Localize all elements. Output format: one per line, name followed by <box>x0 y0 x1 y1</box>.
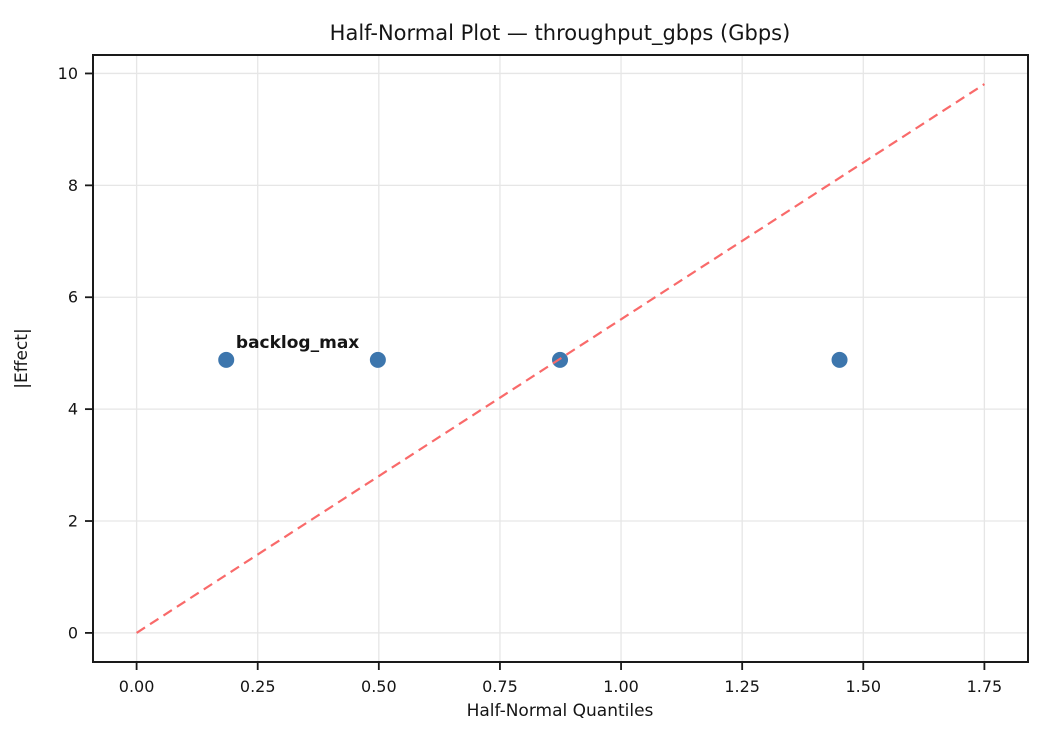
chart-title: Half-Normal Plot — throughput_gbps (Gbps… <box>330 21 791 46</box>
x-tick-label: 0.00 <box>119 677 155 696</box>
x-tick-label: 0.75 <box>482 677 518 696</box>
x-tick-label: 1.75 <box>967 677 1003 696</box>
x-axis-label: Half-Normal Quantiles <box>467 701 654 721</box>
x-tick-label: 0.50 <box>361 677 397 696</box>
x-tick-label: 1.00 <box>603 677 639 696</box>
y-axis-label: |Effect| <box>12 328 32 388</box>
gridlines <box>93 55 1028 662</box>
y-tick-label: 4 <box>68 400 78 419</box>
data-point <box>218 351 235 368</box>
x-tick-label: 0.25 <box>240 677 276 696</box>
axes-border <box>92 54 1029 663</box>
x-tick-label: 1.50 <box>845 677 881 696</box>
data-point <box>369 351 386 368</box>
axis-ticks: 0.00 0.25 0.50 0.75 1.00 1.25 1.50 1.75 0 2 4 6 8 10 <box>58 64 1003 696</box>
y-tick-label: 10 <box>58 64 78 83</box>
axes-frame <box>92 54 1029 663</box>
y-tick-label: 8 <box>68 176 78 195</box>
x-tick-label: 1.25 <box>724 677 760 696</box>
y-tick-label: 0 <box>68 623 78 642</box>
annotation-backlog_max: backlog_max <box>236 333 359 353</box>
y-tick-label: 6 <box>68 288 78 307</box>
reference-line <box>136 83 985 634</box>
plot-data: backlog_max <box>136 83 985 634</box>
data-point <box>831 351 848 368</box>
y-tick-label: 2 <box>68 512 78 531</box>
